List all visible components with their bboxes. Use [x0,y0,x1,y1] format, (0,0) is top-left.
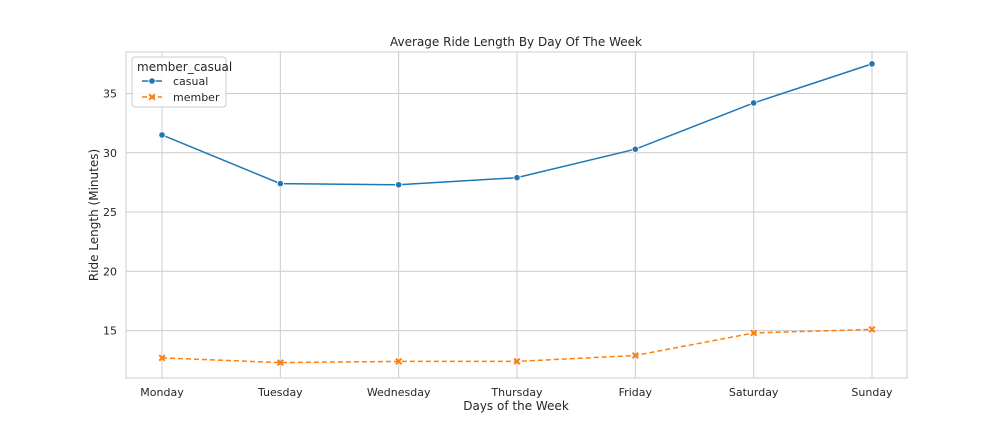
y-axis-ticks: 15 20 25 30 35 [103,87,117,337]
y-axis-label: Ride Length (Minutes) [87,149,101,281]
legend-label: casual [173,75,208,88]
data-point-casual [395,181,403,189]
legend-title: member_casual [137,60,232,74]
data-point-casual [158,131,166,139]
x-axis-ticks: Monday Tuesday Wednesday Thursday Friday Satu… [140,386,893,399]
data-point-member [750,329,758,337]
legend-entry-casual: casual [142,75,208,88]
x-tick-label: Monday [140,386,184,399]
y-tick-label: 15 [103,325,117,338]
legend-box [131,56,227,108]
data-point-casual [276,179,284,188]
plot-area [125,51,908,379]
data-point-member [513,357,521,365]
legend-marker [148,93,156,101]
x-tick-label: Wednesday [367,386,431,399]
series-member [158,325,876,367]
data-point-casual [750,99,758,107]
y-tick-label: 25 [103,206,117,219]
y-tick-label: 35 [103,87,117,100]
data-point-member [158,354,166,362]
x-tick-label: Thursday [490,386,543,399]
data-point-member [631,351,639,359]
data-point-member [868,325,876,333]
y-tick-label: 20 [103,265,117,278]
y-tick-label: 30 [103,147,117,160]
legend-label: member [173,91,220,104]
series-casual [158,60,876,189]
x-tick-label: Sunday [851,386,893,399]
legend: member_casual casual member [131,56,232,108]
x-tick-label: Friday [619,386,653,399]
legend-marker [148,77,156,85]
x-tick-label: Saturday [729,386,779,399]
series-layer [158,60,876,367]
data-point-casual [631,145,639,153]
data-point-casual [513,174,521,182]
data-point-member [395,357,403,365]
grid [126,52,907,378]
x-axis-label: Days of the Week [463,399,569,413]
chart-title: Average Ride Length By Day Of The Week [390,35,642,49]
legend-entry-member: member [142,91,220,104]
data-point-member [276,359,284,367]
x-tick-label: Tuesday [257,386,303,399]
data-point-casual [868,60,876,68]
